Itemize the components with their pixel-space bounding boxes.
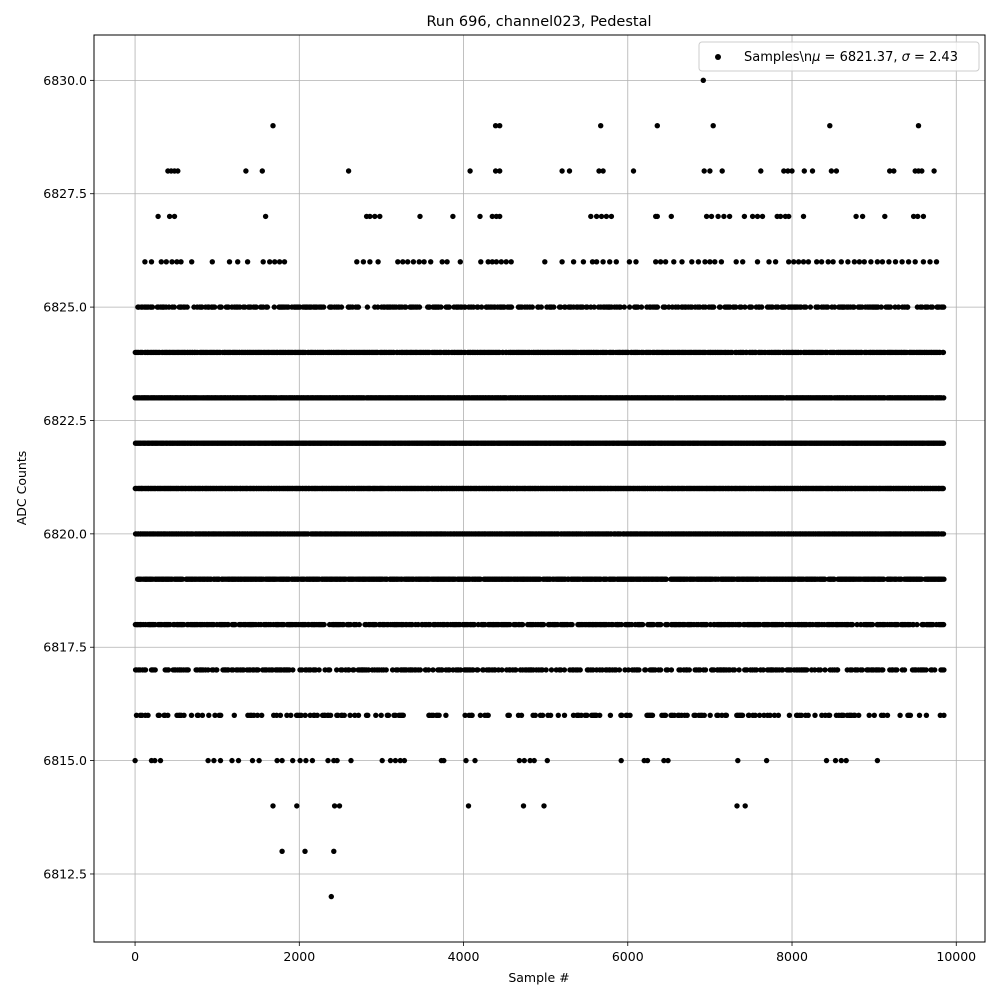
data-point	[825, 304, 831, 310]
data-point	[654, 304, 661, 310]
data-point	[165, 667, 172, 673]
data-point	[738, 304, 744, 310]
data-point	[471, 621, 478, 628]
data-point	[662, 304, 668, 310]
data-point	[519, 621, 526, 628]
data-point	[416, 304, 423, 310]
data-point	[803, 304, 809, 310]
data-point	[212, 304, 218, 310]
data-point	[878, 304, 884, 310]
data-point	[822, 576, 828, 582]
data-point	[184, 304, 190, 310]
data-point	[704, 621, 710, 628]
data-point	[941, 395, 947, 401]
data-point	[831, 576, 837, 582]
data-point	[142, 667, 149, 673]
data-point	[717, 304, 723, 310]
data-point	[905, 304, 911, 310]
data-point	[940, 349, 947, 356]
data-point	[854, 621, 860, 628]
data-point	[321, 304, 327, 310]
data-point	[742, 304, 748, 310]
chart-title: Run 696, channel023, Pedestal	[426, 14, 651, 30]
data-point	[869, 621, 876, 628]
data-point	[218, 304, 224, 310]
data-point	[665, 621, 671, 628]
data-point	[355, 304, 362, 310]
data-point	[232, 621, 238, 628]
data-point	[185, 667, 191, 673]
data-point	[621, 304, 627, 310]
data-point	[321, 621, 327, 628]
data-point	[658, 621, 664, 628]
data-point	[748, 304, 755, 310]
data-point	[940, 621, 947, 628]
data-point	[618, 621, 625, 628]
data-point	[253, 304, 259, 310]
data-point	[540, 621, 547, 628]
data-point	[214, 667, 220, 673]
data-point	[940, 485, 946, 492]
data-point	[446, 304, 452, 310]
data-point	[711, 304, 717, 310]
data-point	[941, 304, 947, 310]
data-point	[152, 667, 158, 673]
data-point	[338, 304, 345, 310]
data-point	[569, 621, 575, 628]
data-point	[759, 304, 765, 310]
data-point	[663, 576, 669, 582]
data-point	[356, 621, 362, 628]
data-point	[918, 576, 925, 582]
data-point	[887, 304, 894, 310]
data-point	[807, 304, 814, 310]
data-point	[702, 304, 708, 310]
data-point	[851, 304, 857, 310]
data-point	[179, 576, 186, 582]
data-point	[375, 304, 381, 310]
data-point	[264, 304, 271, 310]
data-point	[638, 304, 645, 310]
data-point	[940, 531, 947, 537]
data-point	[364, 304, 371, 310]
data-point	[558, 304, 564, 310]
data-point	[403, 304, 409, 310]
data-point	[171, 304, 177, 310]
data-point	[538, 304, 544, 310]
data-points	[132, 77, 947, 900]
data-point	[940, 440, 947, 446]
data-point	[507, 621, 513, 628]
data-point	[929, 304, 936, 310]
data-point	[551, 304, 557, 310]
data-point	[640, 621, 646, 628]
data-point	[895, 304, 902, 310]
data-point	[478, 304, 485, 310]
data-point	[617, 304, 624, 310]
data-point	[470, 304, 477, 310]
data-point	[462, 304, 468, 310]
data-point	[225, 621, 231, 628]
data-point	[149, 304, 156, 310]
data-point	[508, 304, 515, 310]
data-point	[591, 304, 597, 310]
data-point	[733, 304, 739, 310]
data-point	[881, 576, 887, 582]
data-point	[438, 304, 444, 310]
data-point	[775, 304, 781, 310]
data-point	[271, 304, 277, 310]
data-point	[849, 621, 856, 628]
data-point	[914, 621, 920, 628]
data-point	[529, 304, 535, 310]
data-point	[831, 304, 838, 310]
data-point	[941, 576, 947, 582]
data-point	[626, 304, 633, 310]
